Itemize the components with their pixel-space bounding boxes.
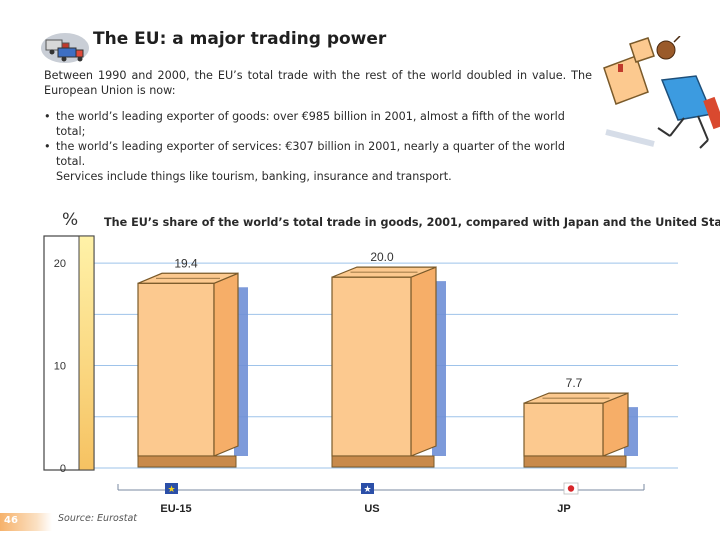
bar-value-label: 7.7 — [566, 376, 583, 390]
y-tick-label: 0 — [60, 463, 66, 475]
category-label: EU-15 — [160, 503, 191, 515]
bar — [523, 392, 638, 468]
page-title: The EU: a major trading power — [93, 29, 387, 49]
trucks-illustration-icon — [41, 33, 89, 63]
bar-pallet — [331, 455, 435, 468]
bar-side — [410, 266, 437, 457]
bullet-services-text: the world’s leading exporter of services… — [56, 140, 565, 168]
category-label: US — [364, 503, 379, 515]
y-axis-band — [78, 235, 95, 471]
bar-front — [137, 282, 215, 457]
flag-star: ★ — [167, 484, 175, 494]
flag-star: ★ — [363, 484, 371, 494]
us-flag-icon — [361, 483, 374, 494]
list-item: • the world’s leading exporter of servic… — [44, 139, 596, 169]
bar-pallet — [523, 455, 627, 468]
y-tick-label: 10 — [54, 361, 66, 373]
bar-value-label: 19.4 — [174, 256, 198, 270]
japan-flag-icon — [563, 482, 579, 495]
bar-front — [331, 276, 412, 457]
page-number-tab — [0, 513, 52, 531]
intro-paragraph: Between 1990 and 2000, the EU’s total tr… — [44, 69, 592, 97]
bullet-goods-text: the world’s leading exporter of goods: o… — [56, 110, 565, 138]
flag-sun — [567, 485, 575, 492]
bar — [137, 272, 248, 468]
bullet-marker: • — [44, 110, 51, 123]
category-label: JP — [557, 503, 570, 515]
bar-side — [602, 392, 629, 457]
y-axis: 0 10 20 — [43, 235, 95, 475]
x-axis: ★ EU-15 ★ US JP — [117, 482, 645, 515]
source-note: Source: Eurostat — [58, 513, 138, 524]
y-axis-unit-label: % — [62, 210, 79, 230]
eu-flag-icon — [165, 483, 178, 494]
bar-side — [213, 272, 239, 457]
courier-carrying-boxes-icon — [603, 36, 720, 149]
list-item: • the world’s leading exporter of goods:… — [44, 109, 596, 139]
page-number: 46 — [4, 515, 18, 526]
bar-pallet — [137, 455, 237, 468]
bullet-list: • the world’s leading exporter of goods:… — [44, 109, 596, 184]
chart-title: The EU’s share of the world’s total trad… — [104, 216, 720, 229]
bar-value-label: 20.0 — [370, 250, 394, 264]
y-tick-label: 20 — [54, 258, 66, 270]
services-note: Services include things like tourism, ba… — [56, 170, 452, 183]
bars: 19.4 20.0 7.7 — [137, 250, 638, 468]
bullet-marker: • — [44, 140, 51, 153]
bar-front — [523, 402, 604, 457]
bar — [331, 266, 446, 468]
